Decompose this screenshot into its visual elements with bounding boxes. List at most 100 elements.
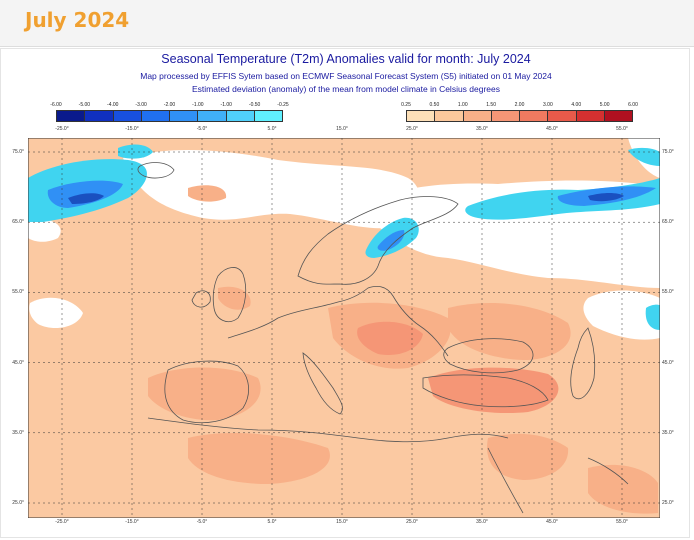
legend-negative-swatch [226,111,255,121]
legend-negative-swatch [254,111,282,121]
legend-negative-swatch [85,111,114,121]
cool-region-novaya-zemlya-north [628,147,660,166]
legend-negative-tick-label: -1.00 [192,102,204,108]
cool-region-caspian-east [645,304,660,330]
figure-subtitle-units: Estimated deviation (anomaly) of the mea… [191,84,501,94]
longitude-labels-top: -25.0° -15.0° -5.0° 5.0° 15.0° 25.0° 35.0° 45.0… [28,126,660,134]
coastline-iceland [137,162,175,179]
cool-region-gulf-of-bothnia-core [377,230,405,251]
warm-region-middle-east [487,433,569,480]
legend-negative-tick-label: -4.00 [107,102,119,108]
legend-negative-swatch [113,111,142,121]
legend-positive-tick-label: 2.00 [514,102,525,108]
legend-positive-colorbar [406,110,633,122]
longitude-label: 55.0° [616,126,628,132]
coastline-red-sea [487,447,524,514]
warm-region-north-atlantic-1 [188,185,227,202]
neutral-region-bay-of-biscay-west [29,297,83,329]
latitude-label: 65.0° [662,219,674,226]
latitude-label: 55.0° [662,289,674,296]
legend-positive-swatch [576,111,605,121]
legend-negative-ticks: -6.00 -5.00 -4.00 -3.00 -2.00 -1.00 -1.00 -0.50… [50,102,288,110]
latitude-label: 35.0° [12,429,24,436]
coastline-british-isles [191,267,247,322]
latitude-label: 45.0° [12,359,24,366]
figure-title: Seasonal Temperature (T2m) Anomalies val… [161,52,531,66]
neutral-region-caspian [583,290,660,340]
neutral-region-north-atlantic [123,149,420,229]
legend-negative-tick-label: -6.00 [50,102,62,108]
longitude-label: 55.0° [616,519,628,525]
legend-positive-tick-label: 1.00 [457,102,468,108]
coastline-western-europe [227,286,449,357]
cool-region-greenland-sea-deep [68,193,104,204]
legend-positive-swatch [407,111,436,121]
coastline-anatolia [422,374,549,408]
coastline-black-sea [443,338,534,374]
warm-region-balkans-core [357,321,423,356]
legend-negative-colorbar [56,110,283,122]
warm-region-north-africa [188,433,330,484]
legend-negative-swatch [198,111,227,121]
latitude-label: 45.0° [662,359,674,366]
legend-negative-swatch [170,111,199,121]
latitude-label: 65.0° [12,219,24,226]
legend-negative: -6.00 -5.00 -4.00 -3.00 -2.00 -1.00 -1.00 -0.50… [50,102,289,122]
neutral-region-northwest-atlantic [28,218,61,242]
latitude-label: 55.0° [12,289,24,296]
coastline-north-africa [147,417,509,443]
legend-positive-tick-label: 0.25 [401,102,411,108]
warm-region-ukraine-russia [448,303,571,360]
legend-positive-tick-label: 4.00 [571,102,582,108]
coastline-scandinavia [297,196,459,285]
longitude-label: -5.0° [196,519,208,525]
legend-positive-swatch [520,111,549,121]
warm-region-anatolia [428,367,559,414]
legend-positive-tick-label: 1.50 [486,102,496,108]
legend-negative-swatch [57,111,86,121]
anomaly-map [28,138,660,518]
longitude-label: -15.0° [125,126,139,132]
header-bar: July 2024 [0,0,694,47]
longitude-label: 45.0° [546,126,558,132]
longitude-label: 35.0° [476,519,488,525]
legend-positive-tick-label: 3.00 [543,102,553,108]
latitude-label: 35.0° [662,429,674,436]
legend-positive-ticks: 0.25 0.50 1.00 1.50 2.00 3.00 4.00 5.00 6.00 [401,102,638,110]
latitude-labels-left: 75.0° 65.0° 55.0° 45.0° 35.0° 25.0° [2,138,26,518]
longitude-label: 15.0° [336,126,348,132]
legend-positive-tick-label: 0.50 [429,102,440,108]
legend-negative-swatch [141,111,170,121]
legend-positive-tick-label: 6.00 [628,102,638,108]
legend-positive-tick-label: 5.00 [599,102,610,108]
longitude-label: 5.0° [267,519,277,525]
figure-subtitle-processing: Map processed by EFFIS Sytem based on EC… [140,71,552,81]
warm-region-north-sea [218,286,251,310]
coastline-persian-gulf [587,457,629,485]
coastline-italy [302,352,343,415]
longitude-label: -25.0° [55,519,69,525]
legend-negative-tick-label: -1.00 [220,102,232,108]
legend-negative-tick-label: -0.25 [277,102,289,108]
longitude-label: -25.0° [55,126,69,132]
page-heading: July 2024 [25,8,130,32]
cool-region-iceland-north [118,144,153,159]
legend-positive: 0.25 0.50 1.00 1.50 2.00 3.00 4.00 5.00 6.00 [401,102,638,122]
longitude-label: -15.0° [125,519,139,525]
legend-positive-swatch [435,111,464,121]
legend-positive-swatch [463,111,492,121]
longitude-label: 35.0° [476,126,488,132]
legend-positive-swatch [604,111,632,121]
legend-positive-swatch [491,111,520,121]
latitude-label: 75.0° [662,149,674,155]
legend-negative-tick-label: -5.00 [78,102,91,108]
latitude-label: 25.0° [12,500,24,506]
longitude-labels-bottom: -25.0° -15.0° -5.0° 5.0° 15.0° 25.0° 35.0° 45.0… [28,519,660,527]
longitude-label: 25.0° [406,126,418,132]
longitude-label: 5.0° [267,126,277,132]
warm-region-iberia [148,367,261,421]
cool-region-kara-sea-deep [588,193,624,202]
longitude-label: 25.0° [406,519,418,525]
warm-region-arabia-east [588,464,658,514]
legend-negative-tick-label: -2.00 [163,102,176,108]
